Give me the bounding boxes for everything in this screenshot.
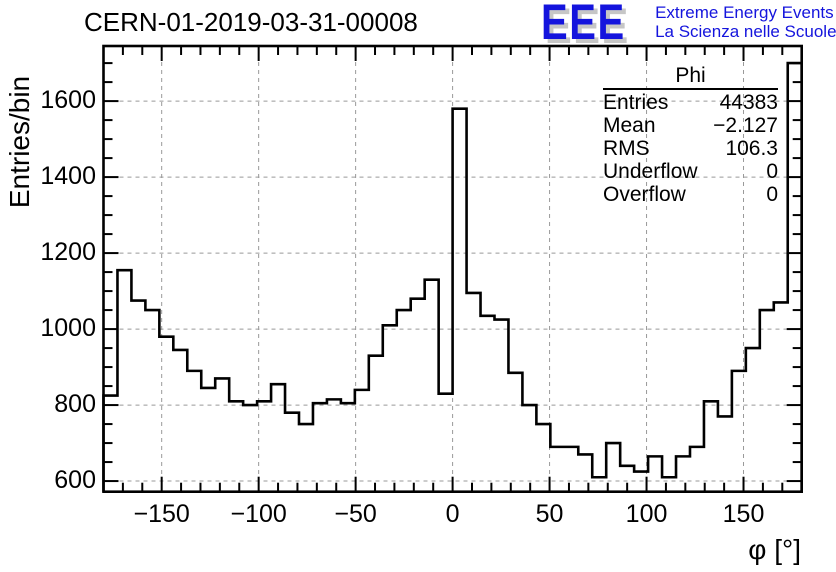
stats-value: 106.3	[725, 137, 778, 160]
y-tick-label: 1600	[40, 86, 96, 115]
x-tick-label: 150	[722, 500, 765, 528]
stats-row-underflow: Underflow 0	[603, 160, 778, 183]
stats-label: Underflow	[603, 160, 698, 183]
plot-title: CERN-01-2019-03-31-00008	[84, 7, 418, 37]
x-tick-label: 50	[535, 500, 564, 528]
x-tick-label: 0	[445, 500, 460, 528]
stats-label: RMS	[603, 137, 650, 160]
x-tick-label: −100	[230, 500, 287, 528]
y-tick-label: 1000	[40, 314, 96, 343]
stats-label: Entries	[603, 91, 669, 114]
stats-value: 44383	[719, 91, 778, 114]
stats-value: 0	[766, 160, 778, 183]
stats-label: Mean	[603, 114, 656, 137]
stats-box-title: Phi	[675, 64, 706, 87]
stats-row-rms: RMS 106.3	[603, 137, 778, 160]
eee-logo-acronym: EEE	[541, 0, 626, 50]
y-tick-label: 1200	[40, 238, 96, 267]
eee-logo-line2: La Scienza nelle Scuole	[655, 22, 836, 41]
y-tick-label: 1400	[40, 162, 96, 191]
eee-logo: EEE Extreme Energy Events La Scienza nel…	[541, 0, 836, 50]
x-axis-title: φ [°]	[748, 534, 801, 565]
stats-row-entries: Entries 44383	[603, 91, 778, 114]
eee-logo-line1: Extreme Energy Events	[655, 3, 834, 22]
stats-value: 0	[766, 183, 778, 206]
y-tick-label: 800	[54, 390, 96, 419]
x-tick-label: −150	[133, 500, 190, 528]
stats-value: −2.127	[713, 114, 778, 137]
histogram-series	[102, 61, 803, 492]
x-tick-label: −50	[334, 500, 377, 528]
stats-label: Overflow	[603, 183, 686, 206]
x-tick-label: 100	[625, 500, 668, 528]
y-tick-label: 600	[54, 466, 96, 495]
stats-row-mean: Mean −2.127	[603, 114, 778, 137]
eee-logo-text: Extreme Energy Events La Scienza nelle S…	[655, 1, 836, 41]
stats-box-underline	[603, 88, 778, 90]
stats-box: Phi Entries 44383 Mean −2.127 RMS 106.3 …	[603, 64, 778, 206]
stats-row-overflow: Overflow 0	[603, 183, 778, 206]
